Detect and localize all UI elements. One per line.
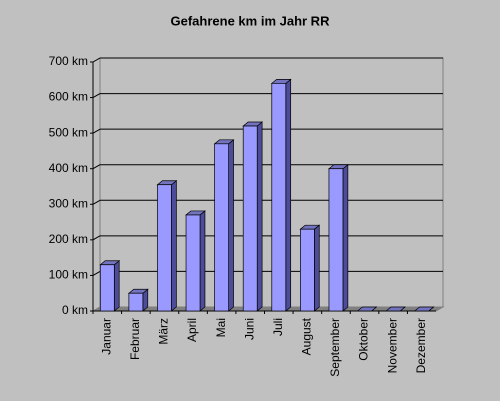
bar-front: [300, 228, 315, 312]
y-tick-label: 700 km: [49, 54, 88, 68]
bar-front: [99, 264, 115, 312]
grid-line: [92, 199, 101, 205]
x-tick-label: August: [300, 317, 314, 355]
bar-side: [113, 260, 120, 312]
x-tick-label: Juni: [242, 318, 256, 340]
grid-line: [92, 57, 101, 63]
bar: [99, 260, 121, 312]
bar: [385, 306, 407, 312]
bar-front: [242, 125, 258, 312]
x-tick-label: April: [185, 318, 199, 342]
grid-line: [92, 164, 101, 170]
y-tick-label: 100 km: [49, 268, 88, 282]
x-tick-label: März: [157, 318, 171, 345]
bar: [413, 306, 435, 312]
bar: [242, 121, 264, 312]
x-tick-label: September: [328, 318, 342, 377]
x-tick-label: Oktober: [357, 318, 371, 361]
bar-side: [285, 78, 292, 312]
x-tick-label: Dezember: [414, 318, 428, 373]
bar-front: [271, 82, 287, 312]
bar-front: [128, 292, 144, 312]
bar-front: [185, 214, 201, 312]
x-tick-label: Mai: [214, 318, 228, 337]
grid-line: [92, 235, 101, 241]
bar: [156, 179, 178, 312]
bar: [299, 224, 321, 312]
y-tick-label: 600 km: [49, 90, 88, 104]
bar-top: [413, 306, 435, 312]
bar-side: [199, 210, 206, 312]
bar: [127, 288, 149, 312]
x-tick-label: November: [385, 318, 399, 373]
bar: [327, 163, 349, 312]
bar: [270, 78, 292, 312]
bar: [356, 306, 378, 312]
bar-side: [171, 179, 177, 312]
y-tick-label: 400 km: [49, 161, 88, 175]
y-tick-label: 0 km: [62, 303, 88, 317]
y-tick-label: 300 km: [49, 196, 88, 210]
bar-front: [157, 184, 172, 312]
x-tick-label: Juli: [271, 318, 285, 336]
y-tick-label: 500 km: [49, 125, 88, 139]
bar-front: [214, 143, 229, 312]
bar: [213, 139, 235, 312]
bar-side: [314, 224, 320, 312]
bar-side: [228, 139, 234, 312]
grid-line: [92, 128, 101, 134]
x-tick-label: Februar: [128, 318, 142, 360]
chart-title: Gefahrene km im Jahr RR: [171, 13, 331, 28]
bar: [185, 210, 206, 312]
bar-top: [385, 306, 407, 312]
bar-top: [356, 306, 378, 312]
bar-front: [328, 168, 344, 312]
bar-side: [342, 163, 349, 312]
x-tick-label: Januar: [99, 318, 113, 355]
bar-side: [256, 121, 263, 312]
y-tick-label: 200 km: [49, 232, 88, 246]
grid-line: [92, 270, 101, 276]
grid-line: [92, 93, 101, 99]
